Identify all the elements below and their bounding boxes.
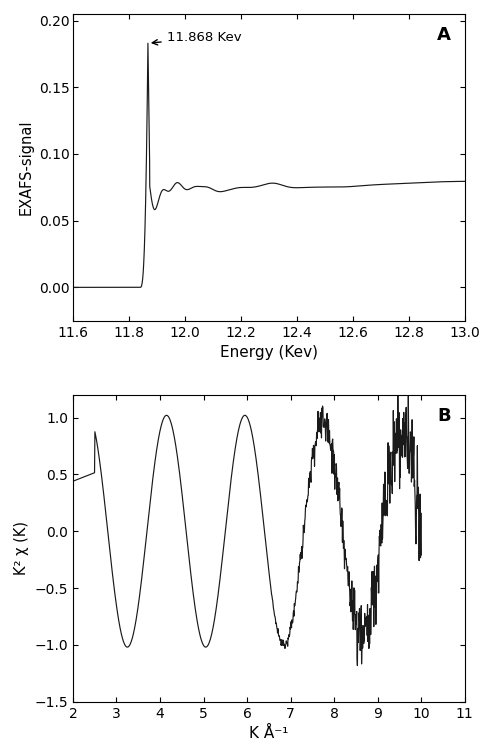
Text: B: B (437, 407, 451, 425)
Y-axis label: EXAFS-signal: EXAFS-signal (19, 119, 34, 215)
Text: A: A (437, 26, 451, 44)
Text: 11.868 Kev: 11.868 Kev (152, 32, 241, 45)
Y-axis label: K² χ (K): K² χ (K) (14, 521, 29, 575)
X-axis label: Energy (Kev): Energy (Kev) (220, 345, 318, 360)
X-axis label: K Å⁻¹: K Å⁻¹ (249, 726, 288, 741)
